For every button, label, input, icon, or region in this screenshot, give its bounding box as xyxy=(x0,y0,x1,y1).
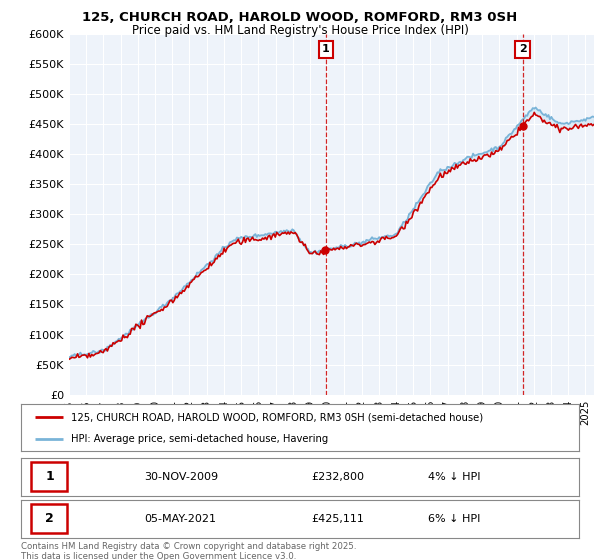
Text: 125, CHURCH ROAD, HAROLD WOOD, ROMFORD, RM3 0SH: 125, CHURCH ROAD, HAROLD WOOD, ROMFORD, … xyxy=(82,11,518,24)
Text: 05-MAY-2021: 05-MAY-2021 xyxy=(144,514,216,524)
Text: Price paid vs. HM Land Registry's House Price Index (HPI): Price paid vs. HM Land Registry's House … xyxy=(131,24,469,36)
Text: Contains HM Land Registry data © Crown copyright and database right 2025.
This d: Contains HM Land Registry data © Crown c… xyxy=(21,542,356,560)
Text: 2: 2 xyxy=(45,512,54,525)
Text: £425,111: £425,111 xyxy=(311,514,364,524)
Text: £232,800: £232,800 xyxy=(311,472,364,482)
Text: 2: 2 xyxy=(518,44,526,54)
Bar xyxy=(31,504,67,533)
Text: 4% ↓ HPI: 4% ↓ HPI xyxy=(428,472,481,482)
Text: 1: 1 xyxy=(322,44,329,54)
Text: 6% ↓ HPI: 6% ↓ HPI xyxy=(428,514,481,524)
Bar xyxy=(31,462,67,491)
Text: HPI: Average price, semi-detached house, Havering: HPI: Average price, semi-detached house,… xyxy=(71,433,328,444)
Text: 125, CHURCH ROAD, HAROLD WOOD, ROMFORD, RM3 0SH (semi-detached house): 125, CHURCH ROAD, HAROLD WOOD, ROMFORD, … xyxy=(71,412,484,422)
Text: 30-NOV-2009: 30-NOV-2009 xyxy=(144,472,218,482)
Text: 1: 1 xyxy=(45,470,54,483)
